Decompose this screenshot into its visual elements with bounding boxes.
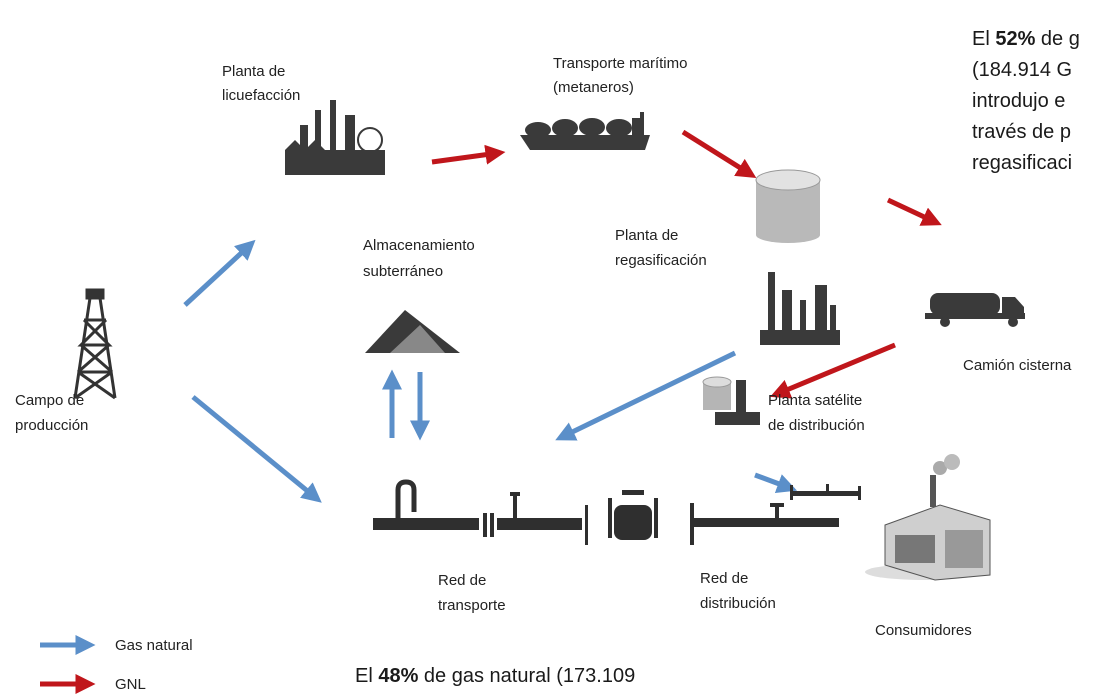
icon-consumers bbox=[865, 454, 991, 581]
icon-ship bbox=[520, 112, 650, 150]
note-bottom: El 48% de gas natural (173.109 bbox=[355, 665, 635, 687]
note-top-line: El 52% de g bbox=[972, 28, 1080, 50]
node-label: Campo de bbox=[15, 392, 84, 409]
icon-pipes bbox=[373, 479, 861, 545]
arrow-gas bbox=[754, 472, 798, 494]
icon-refinery bbox=[760, 272, 840, 345]
arrows bbox=[40, 129, 942, 694]
text-run: de gas natural (173.109 bbox=[418, 665, 635, 687]
arrow-gas bbox=[191, 395, 322, 503]
node-label: (metaneros) bbox=[553, 79, 634, 96]
icon-storage bbox=[365, 310, 460, 353]
node-label: Almacenamiento bbox=[363, 237, 475, 254]
note-top-line: través de p bbox=[972, 121, 1071, 143]
node-label: licuefacción bbox=[222, 87, 300, 104]
node-label: subterráneo bbox=[363, 263, 443, 280]
arrow-gas bbox=[183, 239, 256, 307]
note-top-line: introdujo e bbox=[972, 90, 1065, 112]
note-top-line: regasificaci bbox=[972, 152, 1072, 174]
legend-label: Gas natural bbox=[115, 637, 193, 654]
text-run-bold: 48% bbox=[378, 665, 418, 687]
icon-truck bbox=[925, 293, 1025, 327]
arrow-gnl bbox=[681, 129, 757, 178]
note-top-line: (184.914 G bbox=[972, 59, 1072, 81]
arrow-gnl bbox=[886, 197, 942, 226]
node-label: distribución bbox=[700, 595, 776, 612]
node-label: de distribución bbox=[768, 417, 865, 434]
text-run-bold: 52% bbox=[995, 28, 1035, 50]
icon-tank bbox=[755, 169, 821, 243]
node-label: Planta de bbox=[615, 227, 678, 244]
node-label: Red de bbox=[700, 570, 748, 587]
arrow-gnl bbox=[431, 144, 506, 165]
node-label: Red de bbox=[438, 572, 486, 589]
node-label: regasificación bbox=[615, 252, 707, 269]
icon-tower bbox=[73, 288, 117, 400]
text-run: El bbox=[972, 28, 995, 50]
icon-satellite-plant bbox=[702, 376, 760, 425]
text-run: de g bbox=[1035, 28, 1079, 50]
arrow-gas bbox=[555, 350, 737, 441]
arrow-gnl bbox=[770, 342, 896, 399]
node-label: Transporte marítimo bbox=[553, 55, 687, 72]
node-label: Planta satélite bbox=[768, 392, 862, 409]
node-label: Consumidores bbox=[875, 622, 972, 639]
legend-label: GNL bbox=[115, 676, 146, 693]
node-label: Planta de bbox=[222, 63, 285, 80]
icon-liquefaction-plant bbox=[285, 100, 385, 175]
text-run: El bbox=[355, 665, 378, 687]
node-label: Camión cisterna bbox=[963, 357, 1072, 374]
node-label: producción bbox=[15, 417, 88, 434]
node-label: transporte bbox=[438, 597, 506, 614]
